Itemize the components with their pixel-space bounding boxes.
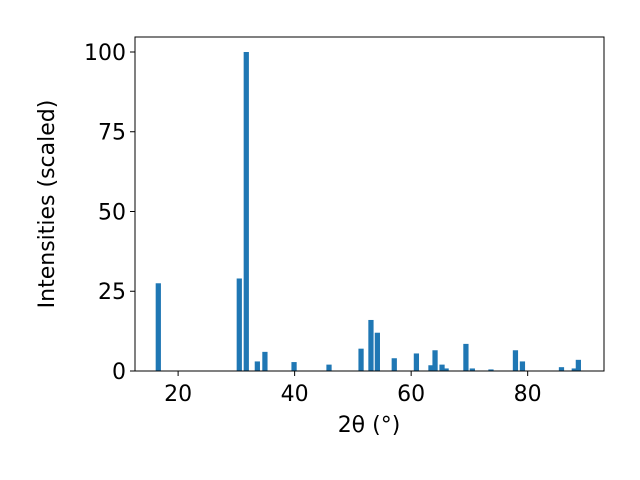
bar — [254, 361, 260, 371]
bar — [428, 365, 434, 371]
bar — [326, 364, 332, 371]
x-tick-label: 20 — [164, 382, 192, 407]
bar — [391, 358, 397, 371]
x-tick-label: 60 — [397, 382, 425, 407]
x-tick-label: 80 — [514, 382, 542, 407]
y-tick-label: 75 — [98, 121, 126, 146]
bar — [575, 359, 581, 371]
bar — [413, 353, 420, 371]
bar — [558, 367, 565, 371]
y-axis-label: Intensities (scaled) — [35, 100, 60, 309]
bar — [519, 361, 526, 371]
x-tick-label: 40 — [281, 382, 309, 407]
y-tick-label: 0 — [112, 360, 126, 385]
bar — [439, 364, 445, 371]
bar — [243, 51, 249, 371]
bar — [368, 319, 374, 371]
bar — [236, 278, 242, 371]
plot-frame — [134, 36, 605, 372]
y-tick-label: 100 — [84, 41, 126, 66]
bar — [374, 332, 380, 371]
y-tick-label: 25 — [98, 280, 126, 305]
bar — [155, 283, 161, 371]
x-axis-label: 2θ (°) — [338, 413, 401, 438]
bar — [291, 362, 297, 371]
bar — [469, 368, 475, 371]
bar — [443, 368, 449, 371]
bar — [463, 343, 469, 371]
bar — [512, 350, 519, 371]
bar — [488, 369, 494, 371]
bar — [571, 368, 577, 371]
bar — [432, 350, 438, 371]
bar — [262, 351, 268, 371]
bar — [358, 348, 364, 371]
y-tick-label: 50 — [98, 200, 126, 225]
